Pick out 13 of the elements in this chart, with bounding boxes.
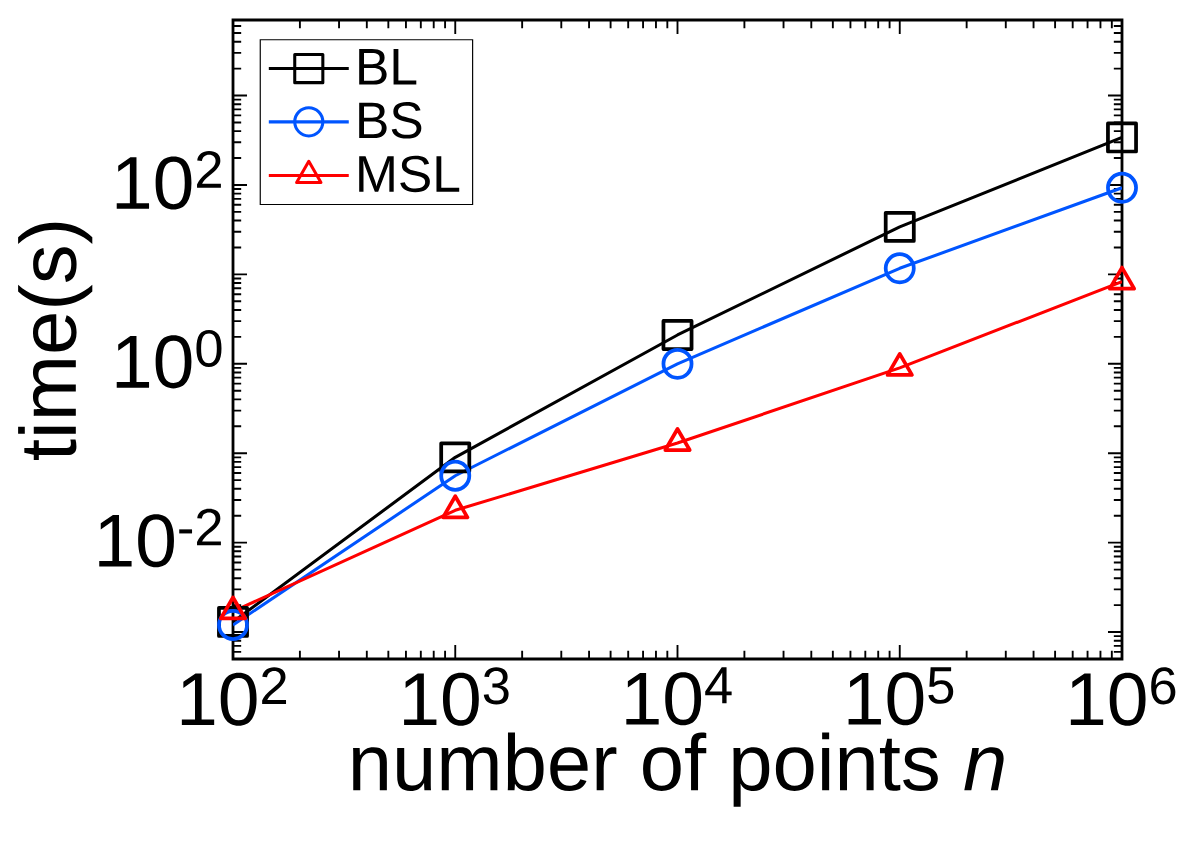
- y-tick-label: 10$^{0}$: [116, 329, 222, 389]
- legend-label: MSL: [359, 155, 460, 193]
- x-axis-title: number of points n: [353, 732, 1004, 807]
- y-axis-title: time(s): [18, 222, 93, 460]
- x-tick-label: 10$^{3}$: [404, 667, 509, 726]
- y-tick-label: 10$^{-2}$: [99, 508, 221, 568]
- x-tick-label: 10$^{6}$: [1070, 667, 1176, 726]
- y-tick-label: 10$^{2}$: [116, 151, 221, 210]
- x-tick-label: 10$^{2}$: [181, 667, 287, 726]
- x-tick-label: 10$^{5}$: [848, 667, 954, 726]
- x-tick-label: 10$^{4}$: [626, 667, 732, 726]
- legend-label: BS: [359, 102, 422, 139]
- legend-label: BL: [359, 49, 417, 85]
